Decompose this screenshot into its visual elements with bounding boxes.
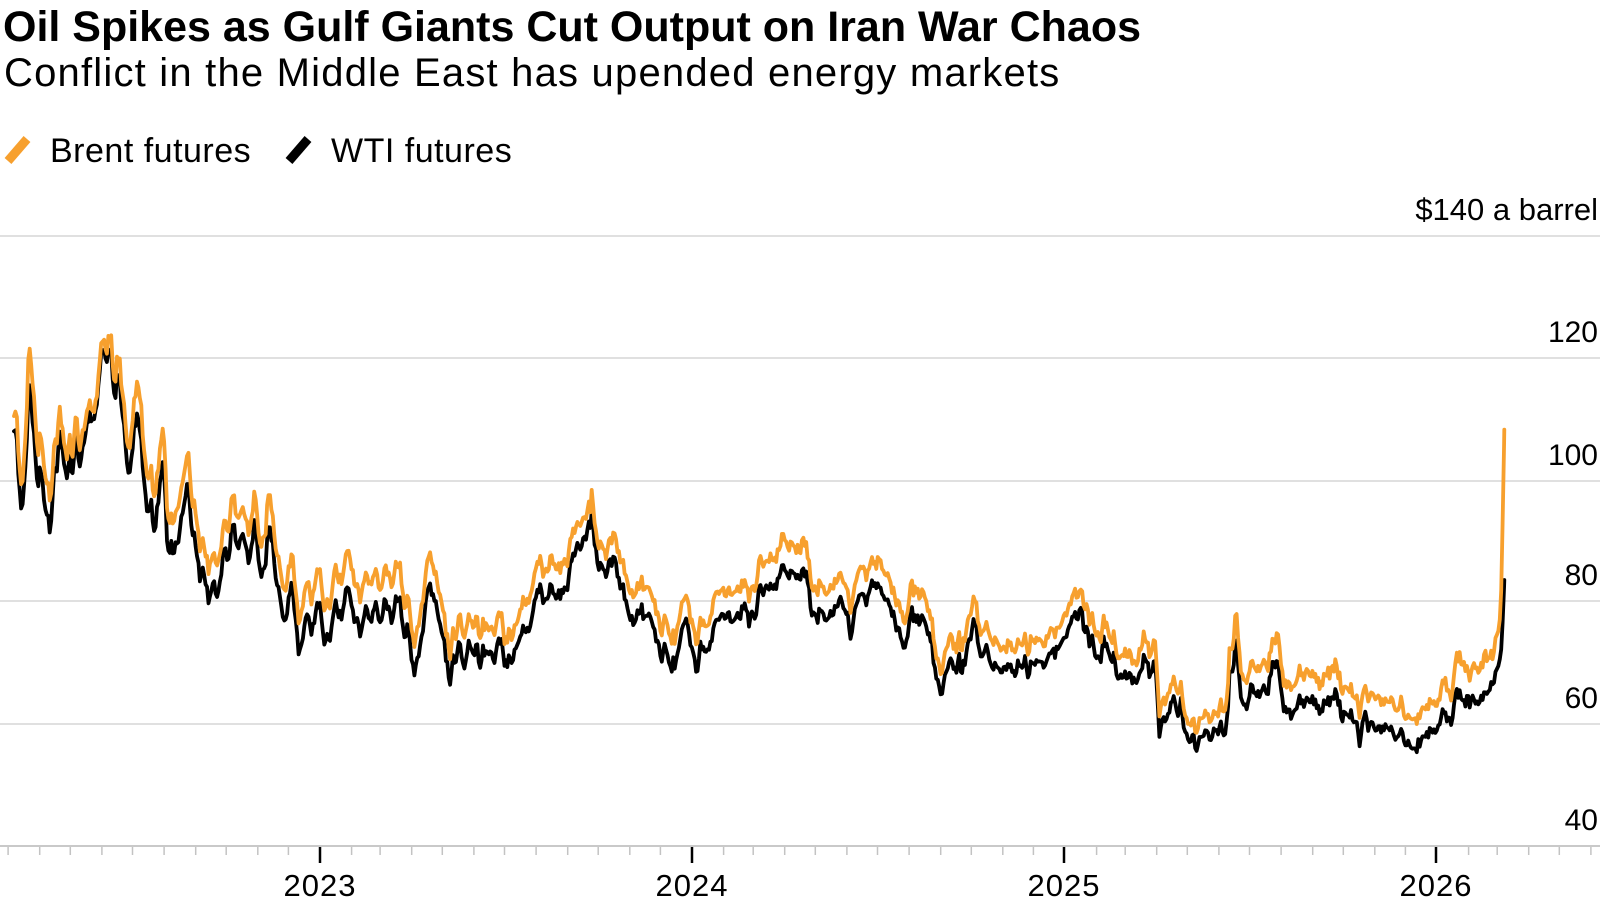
svg-text:2023: 2023 [284,868,357,903]
svg-text:2024: 2024 [656,868,729,903]
svg-text:Oil Spikes as Gulf Giants Cut: Oil Spikes as Gulf Giants Cut Output on … [3,3,1141,51]
svg-text:$140 a barrel: $140 a barrel [1415,192,1598,227]
svg-text:2026: 2026 [1400,868,1473,903]
svg-text:120: 120 [1548,316,1598,349]
svg-text:WTI futures: WTI futures [331,132,512,170]
svg-text:Brent futures: Brent futures [50,132,251,170]
svg-text:60: 60 [1565,682,1598,715]
svg-text:2025: 2025 [1028,868,1101,903]
svg-text:Conflict in the Middle East ha: Conflict in the Middle East has upended … [4,51,1060,95]
svg-text:40: 40 [1565,804,1598,837]
svg-text:80: 80 [1565,559,1598,592]
svg-text:100: 100 [1548,439,1598,472]
